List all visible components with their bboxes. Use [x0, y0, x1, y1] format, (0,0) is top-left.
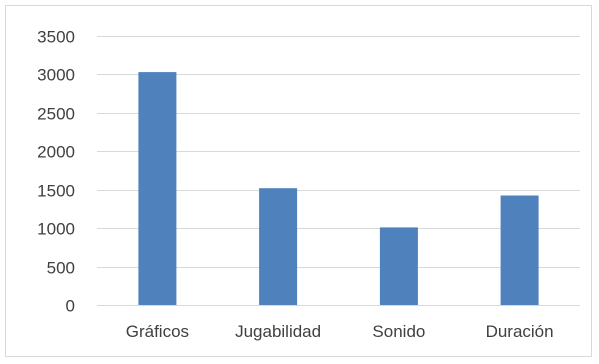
y-tick-label: 1500	[37, 182, 75, 201]
y-tick-label: 1000	[37, 220, 75, 239]
x-tick-label: Duración	[486, 322, 554, 341]
bar-duración	[500, 195, 539, 305]
y-tick-label: 500	[47, 259, 75, 278]
x-tick-label: Jugabilidad	[235, 322, 321, 341]
x-axis-ticks: Gráficos Jugabilidad Sonido Duración	[126, 322, 554, 341]
y-axis-ticks: 0 500 1000 1500 2000 2500 3000 3500	[37, 28, 75, 316]
y-tick-label: 3000	[37, 66, 75, 85]
x-tick-label: Gráficos	[126, 322, 189, 341]
bar-jugabilidad	[259, 188, 298, 305]
y-tick-label: 0	[66, 297, 75, 316]
y-tick-label: 2500	[37, 105, 75, 124]
chart-frame	[5, 5, 592, 357]
bars	[138, 72, 539, 305]
bar-gráficos	[138, 72, 177, 305]
y-tick-label: 3500	[37, 28, 75, 47]
y-tick-label: 2000	[37, 143, 75, 162]
bar-sonido	[379, 227, 418, 305]
x-tick-label: Sonido	[372, 322, 425, 341]
gridlines	[97, 36, 580, 306]
